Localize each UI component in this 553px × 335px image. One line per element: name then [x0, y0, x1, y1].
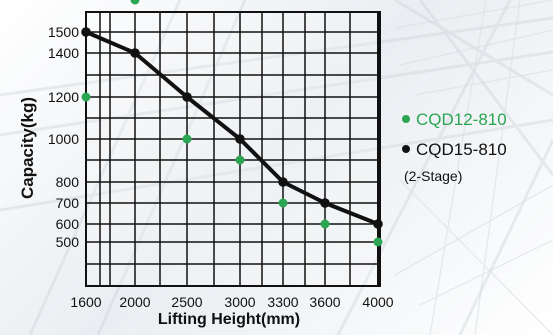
y-tick-label: 1200: [48, 89, 79, 105]
y-tick-label: 500: [56, 234, 80, 250]
green-series-point: [235, 155, 245, 165]
black-series-point: [81, 27, 91, 37]
legend-label-cqd15-810: CQD15-810: [416, 139, 507, 159]
x-tick-label: 4000: [362, 294, 393, 310]
legend: CQD12-810 CQD15-810 (2-Stage): [402, 104, 542, 184]
green-series-point: [81, 92, 91, 102]
x-tick-label: 2500: [171, 294, 202, 310]
y-tick-label: 1400: [48, 45, 79, 61]
green-series-point: [320, 219, 330, 229]
black-series-point: [278, 177, 288, 187]
legend-item-cqd12-810: CQD12-810: [402, 104, 542, 134]
black-series-point: [182, 92, 192, 102]
y-axis-title: Capacity(kg): [18, 96, 37, 200]
x-tick-label: 3000: [224, 294, 255, 310]
x-tick-label: 3300: [267, 294, 298, 310]
green-dot-icon: [402, 115, 410, 123]
green-series-point: [182, 134, 192, 144]
black-series-point: [373, 219, 383, 229]
legend-item-cqd15-810: CQD15-810: [402, 134, 542, 164]
legend-note: (2-Stage): [404, 168, 463, 184]
legend-label-cqd12-810: CQD12-810: [416, 109, 507, 129]
x-tick-label: 3600: [309, 294, 340, 310]
y-tick-label: 1500: [48, 24, 79, 40]
black-series-point: [235, 134, 245, 144]
green-series-point: [130, 0, 140, 5]
y-tick-label: 700: [56, 195, 80, 211]
y-tick-label: 1000: [48, 131, 79, 147]
green-series-point: [278, 198, 288, 208]
green-series-point: [373, 237, 383, 247]
x-tick-label: 1600: [70, 294, 101, 310]
black-dot-icon: [402, 145, 410, 153]
black-series-point: [130, 48, 140, 58]
y-tick-label: 800: [56, 174, 80, 190]
x-tick-label: 2000: [119, 294, 150, 310]
x-axis-title: Lifting Height(mm): [157, 311, 301, 328]
y-tick-label: 600: [56, 216, 80, 232]
black-series-point: [320, 198, 330, 208]
